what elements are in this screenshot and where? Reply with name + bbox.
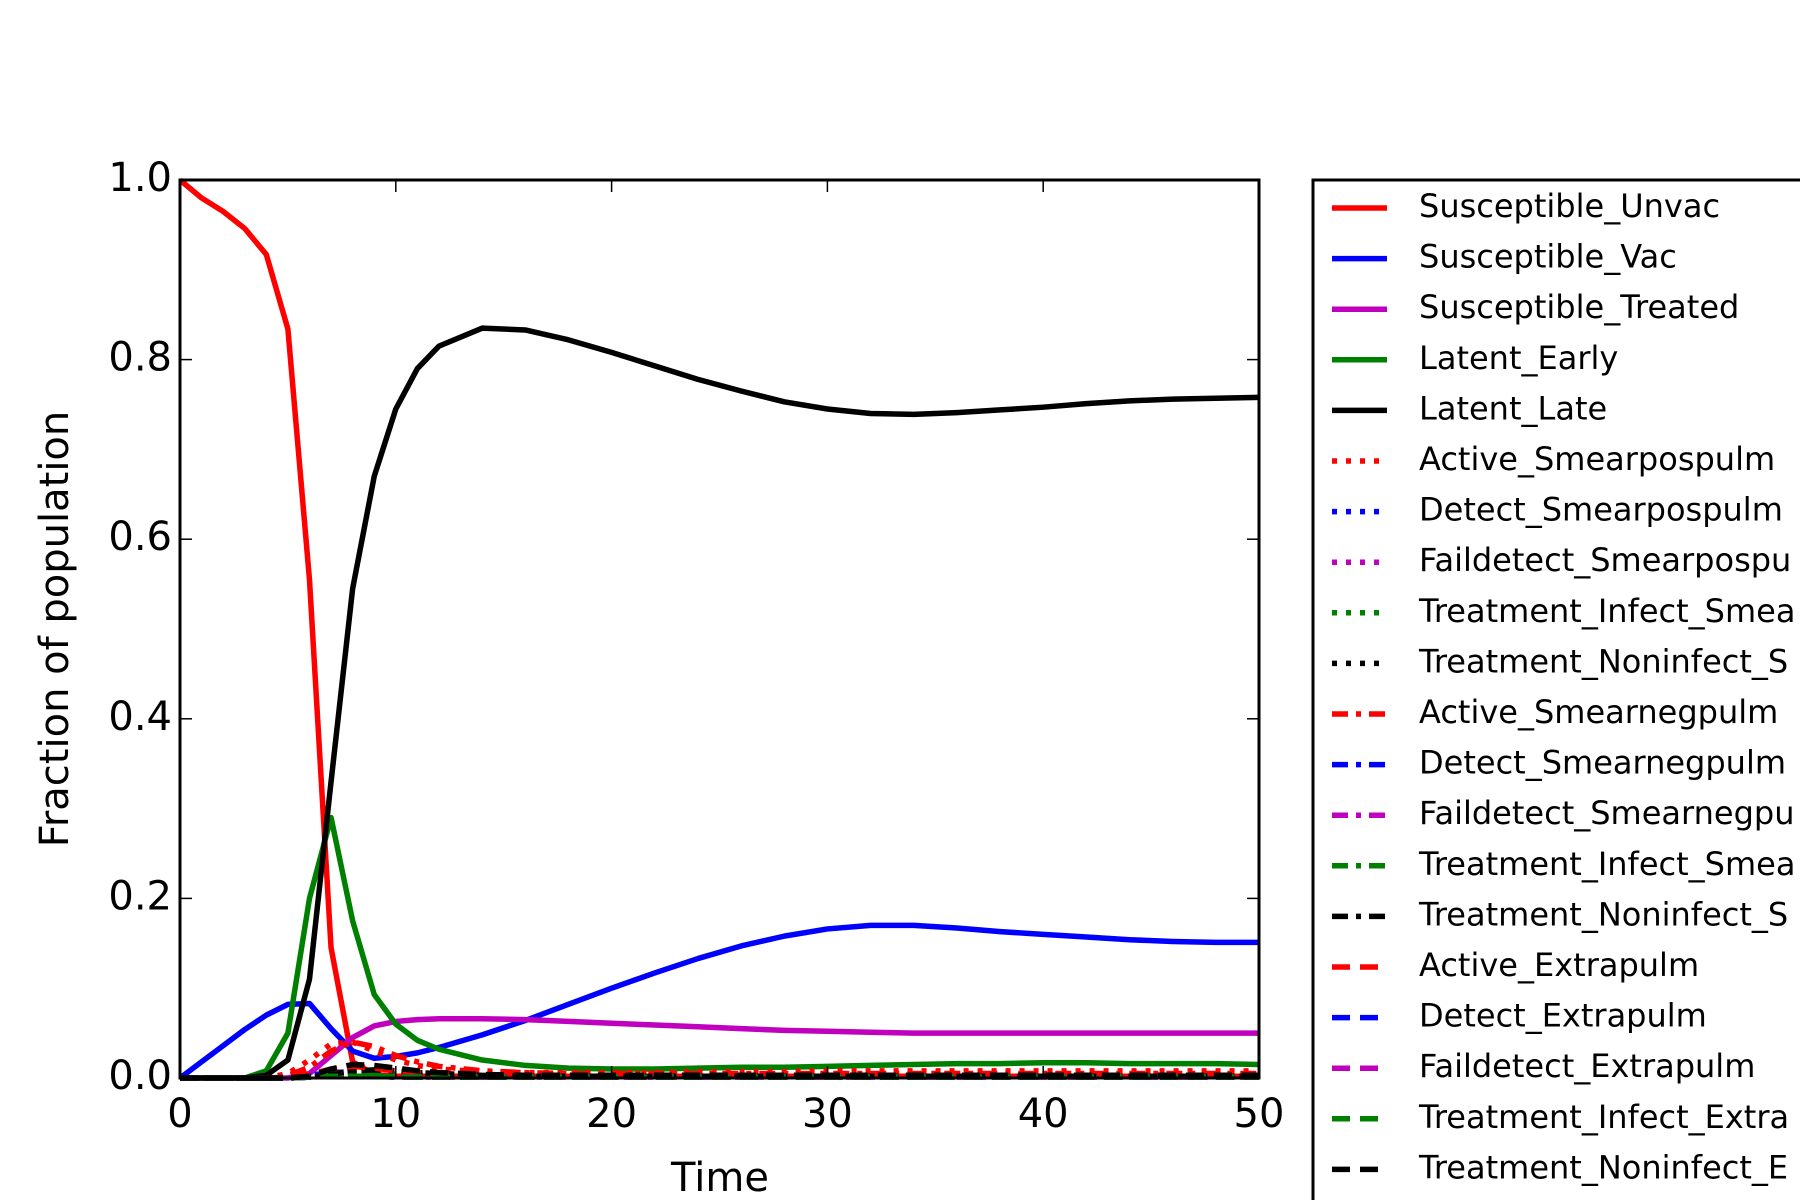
legend-label: Faildetect_Smearpospu xyxy=(1419,541,1791,579)
series-line xyxy=(180,325,1259,1081)
legend-label: Latent_Late xyxy=(1419,389,1607,427)
y-tick-label: 0.2 xyxy=(108,873,172,919)
legend-label: Susceptible_Vac xyxy=(1419,238,1677,276)
y-tick-label: 1.0 xyxy=(108,155,172,201)
legend-label: Treatment_Infect_Smea xyxy=(1418,592,1795,630)
legend-label: Active_Extrapulm xyxy=(1419,946,1699,984)
x-tick-label: 50 xyxy=(1234,1091,1285,1137)
legend-label: Susceptible_Unvac xyxy=(1419,187,1720,225)
legend-label: Active_Smearnegpulm xyxy=(1419,693,1778,731)
series-line xyxy=(180,814,1259,1081)
legend-label: Treatment_Noninfect_E xyxy=(1418,1148,1788,1186)
y-tick-label: 0.6 xyxy=(108,514,172,560)
legend-label: Detect_Smearpospulm xyxy=(1419,491,1783,529)
x-axis-label: Time xyxy=(670,1155,769,1200)
legend-label: Detect_Extrapulm xyxy=(1419,997,1707,1035)
legend-label: Treatment_Noninfect_S xyxy=(1418,895,1788,933)
y-tick-label: 0.8 xyxy=(108,335,172,381)
y-tick-label: 0.4 xyxy=(108,694,172,740)
x-tick-label: 30 xyxy=(802,1091,853,1137)
legend-label: Faildetect_Smearnegpu xyxy=(1419,794,1794,832)
y-tick-label: 0.0 xyxy=(108,1053,172,1099)
legend-label: Detect_Smearnegpulm xyxy=(1419,744,1786,782)
legend-label: Susceptible_Treated xyxy=(1419,288,1739,326)
legend-label: Latent_Early xyxy=(1419,339,1618,377)
legend-label: Active_Smearpospulm xyxy=(1419,440,1775,478)
y-axis-label: Fraction of population xyxy=(32,411,78,848)
plot-frame xyxy=(178,178,1261,1080)
legend-label: Treatment_Infect_Smea xyxy=(1418,845,1795,883)
x-tick-label: 40 xyxy=(1018,1091,1069,1137)
legend-label: Faildetect_Extrapulm xyxy=(1419,1047,1755,1085)
x-tick-label: 10 xyxy=(370,1091,421,1137)
legend-label: Treatment_Noninfect_S xyxy=(1418,642,1788,680)
legend-box xyxy=(1311,178,1800,1200)
x-tick-label: 20 xyxy=(586,1091,637,1137)
legend-label: Treatment_Infect_Extra xyxy=(1418,1098,1789,1136)
x-tick-label: 0 xyxy=(167,1091,192,1137)
